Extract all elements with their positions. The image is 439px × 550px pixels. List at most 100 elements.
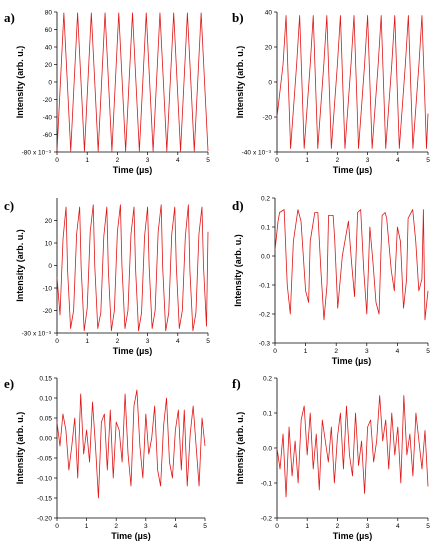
y-tick-label: 0.0 bbox=[263, 445, 272, 452]
x-tick-label: 1 bbox=[305, 523, 309, 530]
y-axis-title: Intensity (arb. u.) bbox=[235, 46, 245, 119]
x-tick-label: 3 bbox=[365, 348, 369, 355]
y-tick-label: -0.2 bbox=[259, 311, 271, 318]
x-tick-label: 3 bbox=[366, 523, 370, 530]
panel-letter: a) bbox=[4, 10, 15, 25]
x-tick-label: 1 bbox=[305, 157, 309, 164]
y-tick-label: 0.05 bbox=[39, 415, 52, 422]
x-tick-label: 1 bbox=[85, 523, 89, 530]
y-tick-label: -60 bbox=[43, 132, 53, 139]
y-scale-note: x 10⁻³ bbox=[253, 149, 272, 156]
y-tick-label: -80 bbox=[22, 149, 32, 156]
series-line-1 bbox=[276, 15, 429, 149]
x-tick-label: 2 bbox=[336, 157, 340, 164]
y-tick-label: 0.0 bbox=[261, 253, 270, 260]
x-tick-label: 2 bbox=[336, 523, 340, 530]
series-line-1 bbox=[56, 389, 206, 499]
x-tick-label: 4 bbox=[176, 338, 180, 345]
panel-letter: b) bbox=[232, 10, 244, 25]
x-tick-label: 2 bbox=[114, 523, 118, 530]
x-tick-label: 1 bbox=[85, 157, 89, 164]
x-tick-label: 3 bbox=[366, 157, 370, 164]
x-tick-label: 5 bbox=[426, 523, 430, 530]
series-line-1 bbox=[274, 209, 429, 321]
y-tick-label: 0.2 bbox=[261, 195, 270, 202]
y-axis-title: Intensity (arb. u.) bbox=[15, 412, 25, 485]
y-axis-title: Intensity (arb. u.) bbox=[235, 412, 245, 485]
x-axis-title: Time (µs) bbox=[113, 346, 153, 356]
x-axis-title: Time (µs) bbox=[333, 165, 373, 175]
y-tick-label: 20 bbox=[45, 62, 53, 69]
panel-letter: e) bbox=[4, 376, 14, 391]
x-tick-label: 0 bbox=[275, 523, 279, 530]
y-tick-label: 0.1 bbox=[263, 410, 272, 417]
y-tick-label: -40 bbox=[242, 149, 252, 156]
chart-panel-3: c) 0 1 2 3 4 5 -30 -20 -10 0 10 20 x 10⁻³ Time (µs) Int… bbox=[4, 198, 210, 356]
x-tick-label: 4 bbox=[176, 157, 180, 164]
chart-panel-1: a) 0 1 2 3 4 5 -80 -60 -40 -20 0 20 40 60 80 x 10⁻³ Time … bbox=[4, 9, 210, 175]
y-tick-label: 0 bbox=[48, 79, 52, 86]
y-tick-label: 0 bbox=[268, 79, 272, 86]
panel-letter: c) bbox=[4, 198, 14, 213]
y-tick-label: -10 bbox=[43, 285, 53, 292]
y-tick-label: -0.1 bbox=[261, 480, 273, 487]
chart-panel-4: d) 0 1 2 3 4 5 -0.3 -0.2 -0.1 0.0 0.1 0.2 Time (µs) In… bbox=[232, 195, 430, 366]
x-tick-label: 5 bbox=[426, 348, 430, 355]
series-line-1 bbox=[276, 395, 429, 498]
x-tick-label: 5 bbox=[206, 338, 210, 345]
y-tick-label: -0.05 bbox=[37, 455, 52, 462]
x-tick-label: 5 bbox=[203, 523, 207, 530]
y-tick-label: -30 bbox=[22, 330, 32, 337]
y-tick-label: -0.10 bbox=[37, 475, 52, 482]
x-tick-label: 2 bbox=[334, 348, 338, 355]
y-tick-label: 20 bbox=[45, 218, 53, 225]
y-tick-label: 80 bbox=[45, 9, 53, 16]
x-tick-label: 0 bbox=[55, 523, 59, 530]
y-tick-label: 0.00 bbox=[39, 435, 52, 442]
chart-panel-2: b) 0 1 2 3 4 5 -40 -20 0 20 40 x 10⁻³ Time (µs) Intens… bbox=[232, 9, 430, 175]
x-tick-label: 0 bbox=[55, 157, 59, 164]
x-tick-label: 4 bbox=[396, 348, 400, 355]
x-tick-label: 0 bbox=[55, 338, 59, 345]
y-tick-label: -0.15 bbox=[37, 495, 52, 502]
panel-letter: d) bbox=[232, 198, 244, 213]
x-tick-label: 5 bbox=[206, 157, 210, 164]
y-axis-title: Intensity (arb. u.) bbox=[15, 229, 25, 302]
x-tick-label: 2 bbox=[116, 157, 120, 164]
x-axis-title: Time (µs) bbox=[333, 531, 373, 541]
x-tick-label: 0 bbox=[273, 348, 277, 355]
x-tick-label: 4 bbox=[174, 523, 178, 530]
panel-letter: f) bbox=[232, 376, 241, 391]
y-tick-label: 60 bbox=[45, 27, 53, 34]
y-tick-label: 40 bbox=[45, 44, 53, 51]
y-tick-label: -0.2 bbox=[261, 515, 273, 522]
y-tick-label: 20 bbox=[265, 44, 273, 51]
x-tick-label: 1 bbox=[304, 348, 308, 355]
y-tick-label: -0.20 bbox=[37, 515, 52, 522]
y-tick-label: 0.10 bbox=[39, 395, 52, 402]
x-tick-label: 3 bbox=[146, 338, 150, 345]
y-tick-label: 0 bbox=[48, 263, 52, 270]
y-scale-note: x 10⁻³ bbox=[33, 149, 52, 156]
x-tick-label: 3 bbox=[144, 523, 148, 530]
y-tick-label: -20 bbox=[263, 114, 273, 121]
y-axis-title: Intensity (arb. u.) bbox=[233, 234, 243, 307]
x-tick-label: 2 bbox=[116, 338, 120, 345]
series-line-1 bbox=[56, 12, 209, 152]
x-tick-label: 4 bbox=[396, 523, 400, 530]
x-axis-title: Time (µs) bbox=[111, 531, 151, 541]
y-scale-note: x 10⁻³ bbox=[33, 330, 52, 337]
y-tick-label: -0.1 bbox=[259, 282, 271, 289]
y-tick-label: 10 bbox=[45, 240, 53, 247]
series-line-1 bbox=[56, 204, 209, 332]
y-tick-label: 40 bbox=[265, 9, 273, 16]
y-tick-label: -20 bbox=[43, 308, 53, 315]
x-tick-label: 3 bbox=[146, 157, 150, 164]
y-tick-label: -40 bbox=[43, 114, 53, 121]
x-tick-label: 5 bbox=[426, 157, 430, 164]
x-tick-label: 4 bbox=[396, 157, 400, 164]
y-tick-label: -0.3 bbox=[259, 340, 271, 347]
x-tick-label: 0 bbox=[275, 157, 279, 164]
y-tick-label: 0.15 bbox=[39, 375, 52, 382]
